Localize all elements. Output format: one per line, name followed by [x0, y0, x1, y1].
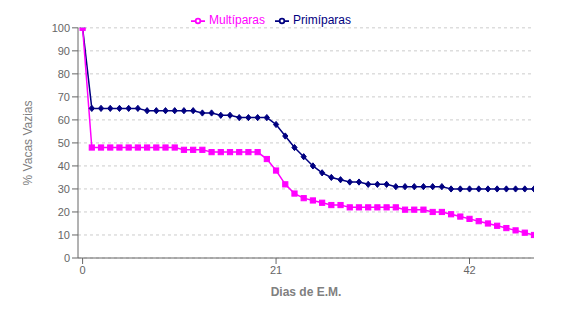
svg-text:80: 80	[58, 68, 70, 80]
svg-text:70: 70	[58, 91, 70, 103]
svg-text:42: 42	[463, 264, 475, 276]
svg-text:100: 100	[52, 22, 70, 34]
html-text:Multíparas: Multíparas	[209, 13, 265, 27]
svg-text:50: 50	[58, 137, 70, 149]
svg-text:30: 30	[58, 183, 70, 195]
html-text:Primíparas: Primíparas	[293, 13, 351, 27]
svg-text:21: 21	[270, 264, 282, 276]
svg-text:Dias de E.M.: Dias de E.M.	[271, 285, 342, 299]
svg-text:90: 90	[58, 45, 70, 57]
svg-text:10: 10	[58, 229, 70, 241]
svg-text:0: 0	[64, 252, 70, 264]
svg-text:20: 20	[58, 206, 70, 218]
svg-text:% Vacas Vazias: % Vacas Vazias	[21, 100, 35, 185]
svg-text:0: 0	[80, 264, 86, 276]
svg-text:40: 40	[58, 160, 70, 172]
svg-text:60: 60	[58, 114, 70, 126]
